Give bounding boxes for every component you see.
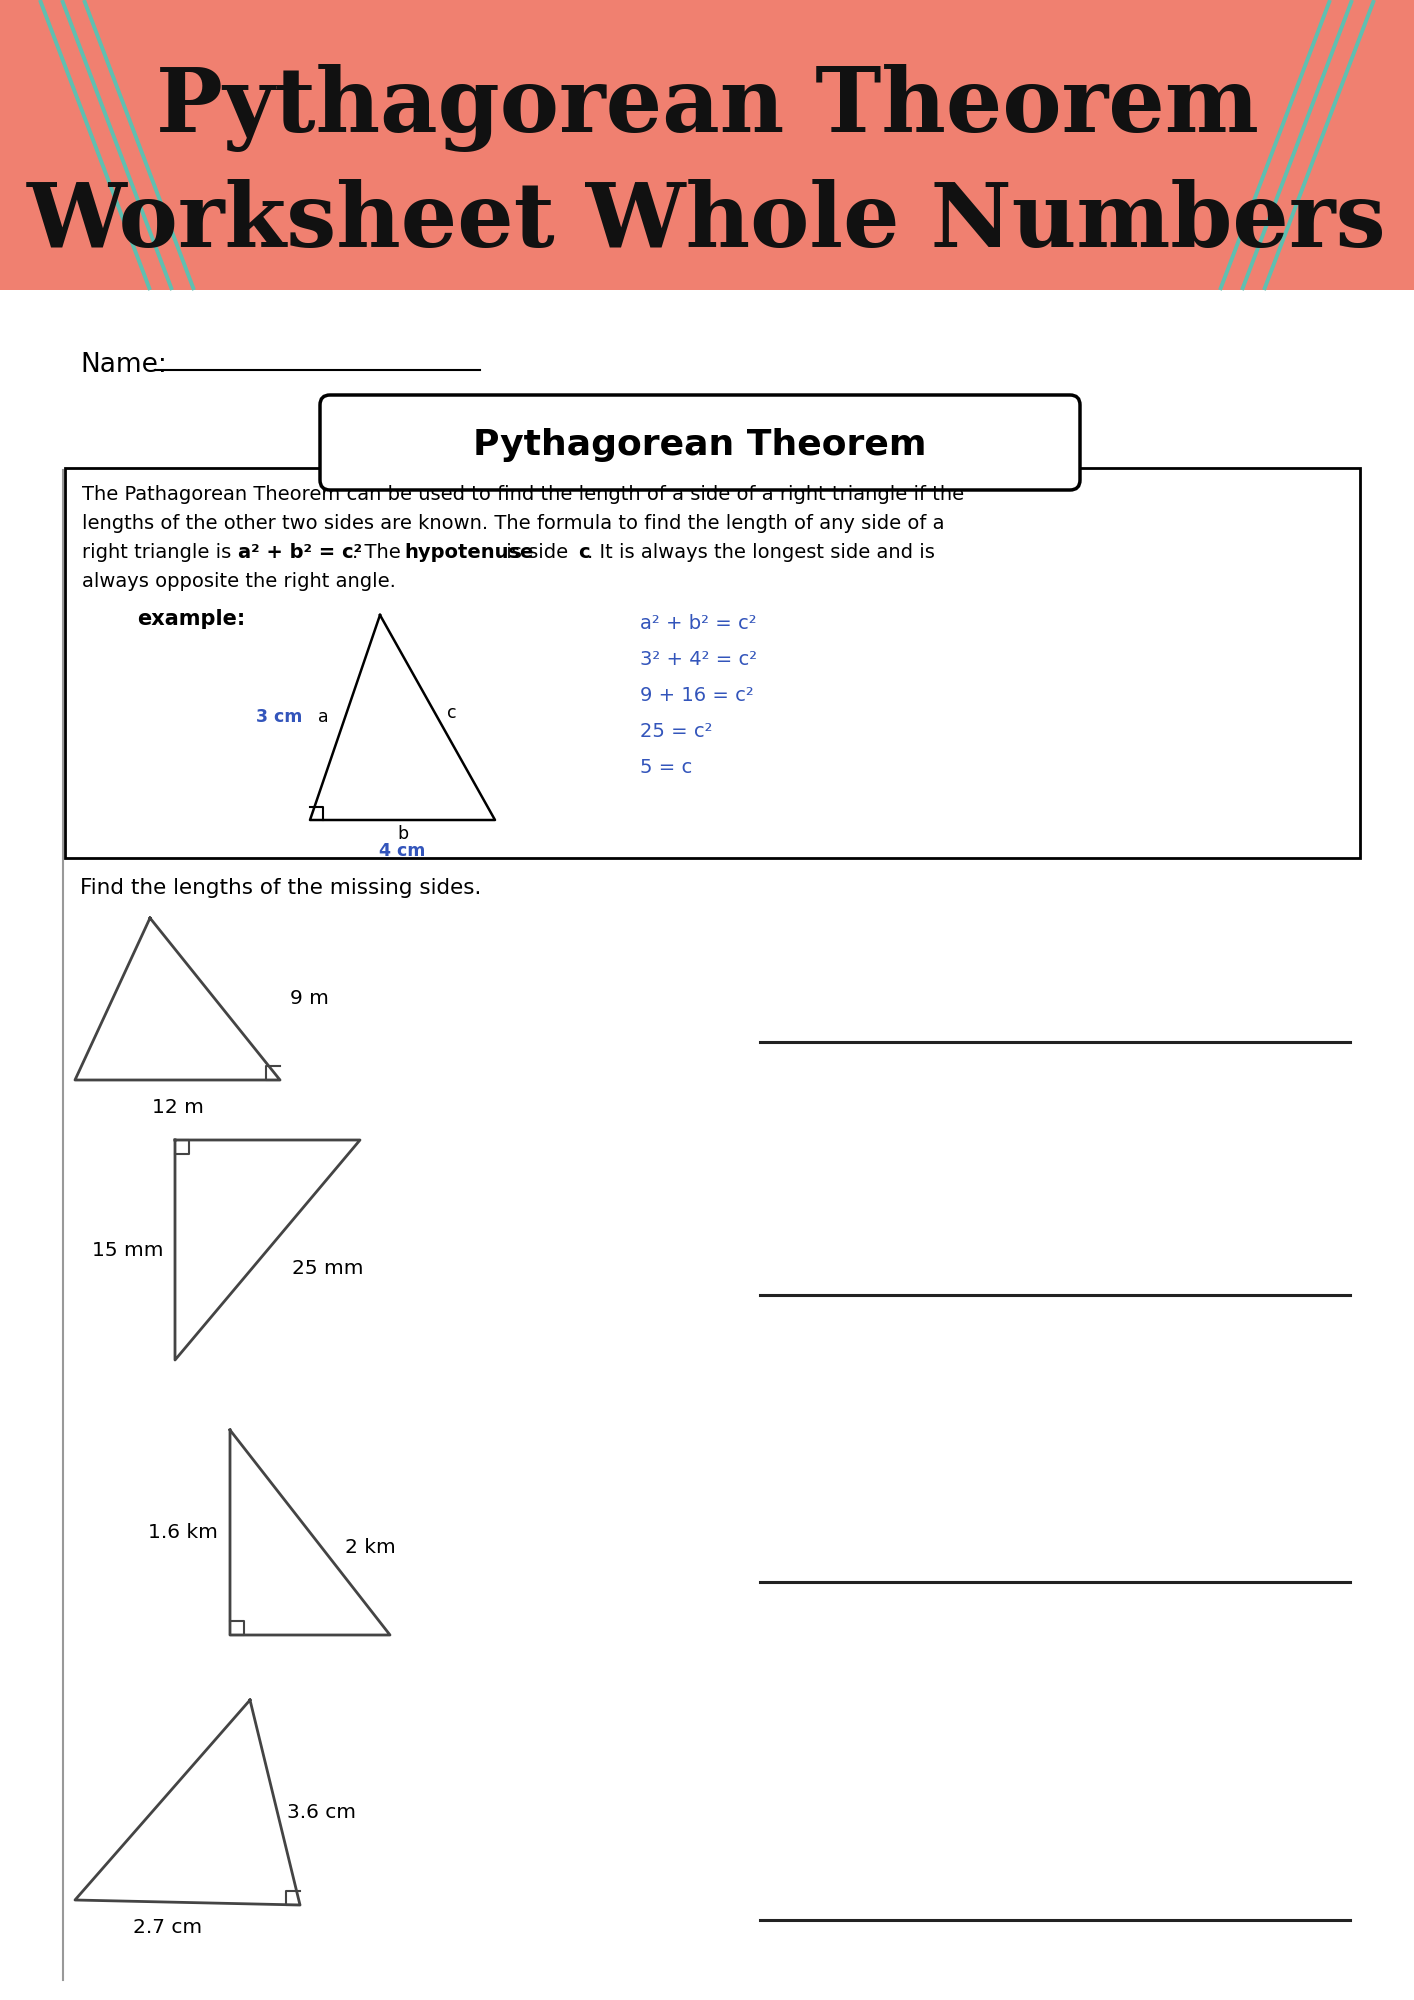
Text: a: a: [318, 708, 328, 726]
Text: 3² + 4² = c²: 3² + 4² = c²: [641, 650, 756, 668]
Text: c: c: [447, 704, 457, 722]
Text: 4 cm: 4 cm: [379, 842, 426, 860]
Text: Name:: Name:: [81, 352, 167, 378]
Text: example:: example:: [137, 608, 245, 628]
Bar: [65, 468, 1360, 858]
FancyBboxPatch shape: [320, 396, 1080, 490]
Text: 1.6 km: 1.6 km: [148, 1524, 218, 1542]
Text: Pythagorean Theorem: Pythagorean Theorem: [474, 428, 926, 462]
Text: . The: . The: [352, 542, 407, 562]
Bar: [0, 290, 1414, 2000]
Bar: [0, 0, 1414, 290]
Text: b: b: [397, 824, 409, 844]
Text: a² + b² = c²: a² + b² = c²: [238, 542, 362, 562]
Text: is side: is side: [499, 542, 574, 562]
Text: hypotenuse: hypotenuse: [404, 542, 534, 562]
Text: 25 mm: 25 mm: [293, 1258, 363, 1278]
Text: . It is always the longest side and is: . It is always the longest side and is: [587, 542, 935, 562]
Text: Pythagorean Theorem: Pythagorean Theorem: [156, 64, 1258, 152]
Text: 15 mm: 15 mm: [92, 1240, 163, 1260]
Text: c: c: [578, 542, 590, 562]
Text: The Pathagorean Theorem can be used to find the length of a side of a right tria: The Pathagorean Theorem can be used to f…: [82, 484, 964, 504]
Text: 3 cm: 3 cm: [256, 708, 303, 726]
Text: 9 m: 9 m: [290, 990, 329, 1008]
Text: 12 m: 12 m: [151, 1098, 204, 1116]
Text: 3.6 cm: 3.6 cm: [287, 1804, 356, 1822]
Text: 9 + 16 = c²: 9 + 16 = c²: [641, 686, 754, 706]
Text: a² + b² = c²: a² + b² = c²: [641, 614, 756, 632]
Text: Worksheet Whole Numbers: Worksheet Whole Numbers: [27, 178, 1387, 266]
Text: 2 km: 2 km: [345, 1538, 396, 1556]
Text: always opposite the right angle.: always opposite the right angle.: [82, 572, 396, 592]
Text: Find the lengths of the missing sides.: Find the lengths of the missing sides.: [81, 878, 481, 898]
Text: 25 = c²: 25 = c²: [641, 722, 713, 740]
Text: 5 = c: 5 = c: [641, 758, 693, 776]
Text: 2.7 cm: 2.7 cm: [133, 1918, 202, 1936]
Text: right triangle is: right triangle is: [82, 542, 238, 562]
Text: lengths of the other two sides are known. The formula to find the length of any : lengths of the other two sides are known…: [82, 514, 945, 532]
